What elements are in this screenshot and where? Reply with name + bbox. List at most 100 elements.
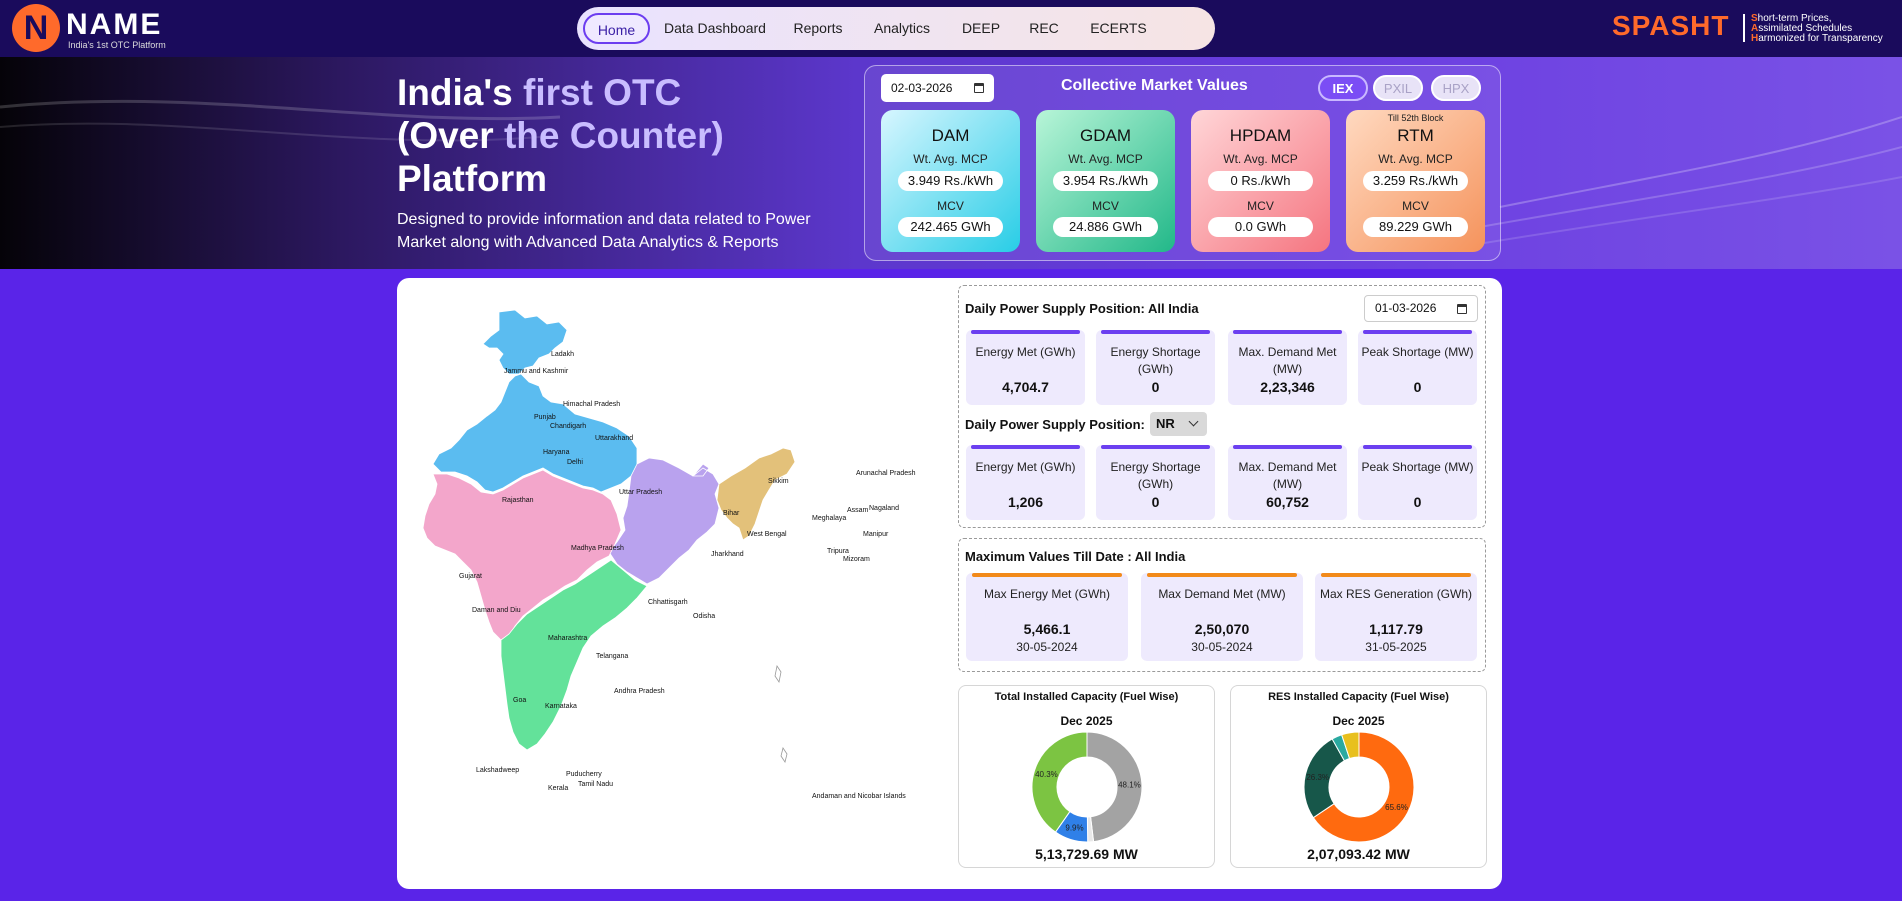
mcp-value: 3.949 Rs./kWh: [898, 171, 1003, 191]
donut-slice-label: 9.9%: [1065, 824, 1083, 833]
map-region-north[interactable]: [432, 309, 638, 493]
donut-slice-label: 48.1%: [1118, 780, 1141, 789]
stat-region-energy-shortage: Energy Shortage (GWh) 0: [1096, 445, 1215, 520]
map-label-assam: Assam: [847, 507, 869, 514]
map-label-madhya-pradesh: Madhya Pradesh: [571, 545, 624, 552]
map-region-west[interactable]: [422, 469, 622, 641]
map-label-nagaland: Nagaland: [869, 505, 899, 512]
map-label-lakshadweep: Lakshadweep: [476, 767, 519, 774]
map-label-uttar-pradesh: Uttar Pradesh: [619, 489, 662, 496]
map-label-himachal-pradesh: Himachal Pradesh: [563, 401, 620, 408]
map-label-telangana: Telangana: [596, 653, 628, 660]
exchange-iex-button[interactable]: IEX: [1318, 75, 1368, 101]
map-label-punjab: Punjab: [534, 414, 556, 421]
map-label-puducherry: Puducherry: [566, 771, 602, 778]
brand-logo-icon[interactable]: N: [12, 4, 60, 52]
map-label-goa: Goa: [513, 697, 526, 704]
nav-data-dashboard[interactable]: Data Dashboard: [664, 20, 766, 36]
map-label-kerala: Kerala: [548, 785, 568, 792]
donut-slice[interactable]: [1031, 732, 1088, 833]
market-card-gdam[interactable]: GDAM Wt. Avg. MCP 3.954 Rs./kWh MCV 24.8…: [1036, 110, 1175, 252]
calendar-icon[interactable]: [974, 83, 984, 93]
total-capacity-chart-card: Total Installed Capacity (Fuel Wise) Dec…: [958, 685, 1215, 868]
map-region-south[interactable]: [500, 559, 648, 751]
daily-region-title: Daily Power Supply Position:: [965, 417, 1145, 432]
map-label-andaman-nicobar: Andaman and Nicobar Islands: [812, 793, 906, 800]
market-card-dam[interactable]: DAM Wt. Avg. MCP 3.949 Rs./kWh MCV 242.4…: [881, 110, 1020, 252]
mcv-value: 242.465 GWh: [898, 217, 1003, 237]
map-label-delhi: Delhi: [567, 459, 583, 466]
donut-slice[interactable]: [1312, 732, 1415, 842]
daily-all-india-title: Daily Power Supply Position: All India: [965, 301, 1199, 316]
chart-subtitle: Dec 2025: [1332, 714, 1385, 728]
map-label-daman-diu: Daman and Diu: [472, 607, 521, 614]
stat-region-energy-met: Energy Met (GWh) 1,206: [966, 445, 1085, 520]
map-label-odisha: Odisha: [693, 613, 715, 620]
map-label-arunachal-pradesh: Arunachal Pradesh: [856, 470, 916, 477]
stat-max-demand-met: Max. Demand Met (MW) 2,23,346: [1228, 330, 1347, 405]
market-panel-title: Collective Market Values: [1061, 77, 1248, 94]
max-values-title: Maximum Values Till Date : All India: [965, 549, 1186, 564]
rtm-block-note: Till 52th Block: [1387, 113, 1444, 123]
chart-total: 2,07,093.42 MW: [1307, 846, 1410, 862]
map-label-haryana: Haryana: [543, 449, 570, 456]
max-values-section: [958, 538, 1486, 672]
map-label-andhra-pradesh: Andhra Pradesh: [614, 688, 665, 695]
calendar-icon[interactable]: [1457, 304, 1467, 314]
spasht-tagline: Short-term Prices, Assimilated Schedules…: [1751, 13, 1883, 44]
max-demand-met-card: Max Demand Met (MW) 2,50,070 30-05-2024: [1141, 573, 1303, 661]
nav-reports[interactable]: Reports: [793, 20, 843, 36]
spasht-divider: [1743, 14, 1745, 42]
map-label-manipur: Manipur: [863, 531, 889, 538]
mcv-value: 89.229 GWh: [1363, 217, 1468, 237]
nav-analytics[interactable]: Analytics: [873, 20, 931, 36]
map-region-east[interactable]: [608, 457, 720, 585]
map-label-maharashtra: Maharashtra: [548, 635, 587, 642]
spasht-logo[interactable]: SPASHT: [1612, 10, 1730, 41]
market-card-hpdam[interactable]: HPDAM Wt. Avg. MCP 0 Rs./kWh MCV 0.0 GWh: [1191, 110, 1330, 252]
res-capacity-donut[interactable]: 65.6% 26.3%: [1299, 732, 1419, 842]
chart-total: 5,13,729.69 MW: [1035, 846, 1138, 862]
nav-ecerts[interactable]: ECERTS: [1090, 20, 1147, 36]
chart-title: RES Installed Capacity (Fuel Wise): [1268, 691, 1449, 703]
donut-slice[interactable]: [1086, 732, 1143, 842]
stat-energy-met: Energy Met (GWh) 4,704.7: [966, 330, 1085, 405]
region-select[interactable]: NR: [1150, 412, 1207, 436]
nav-deep[interactable]: DEEP: [961, 20, 1001, 36]
map-label-tamil-nadu: Tamil Nadu: [578, 781, 613, 788]
mcv-value: 24.886 GWh: [1053, 217, 1158, 237]
donut-slice-label: 26.3%: [1306, 773, 1329, 782]
stat-region-max-demand-met: Max. Demand Met (MW) 60,752: [1228, 445, 1347, 520]
market-date-input[interactable]: 02-03-2026: [881, 74, 994, 102]
nav-home[interactable]: Home: [583, 13, 650, 44]
mcp-value: 0 Rs./kWh: [1208, 171, 1313, 191]
map-label-chhattisgarh: Chhattisgarh: [648, 599, 688, 606]
max-energy-met-card: Max Energy Met (GWh) 5,466.1 30-05-2024: [966, 573, 1128, 661]
map-label-mizoram: Mizoram: [843, 556, 870, 563]
max-res-generation-card: Max RES Generation (GWh) 1,117.79 31-05-20…: [1315, 573, 1477, 661]
exchange-hpx-button[interactable]: HPX: [1431, 75, 1481, 101]
mcv-value: 0.0 GWh: [1208, 217, 1313, 237]
brand-name[interactable]: NAME: [66, 8, 163, 41]
total-capacity-donut[interactable]: 48.1% 9.9% 40.3%: [1027, 732, 1147, 842]
mcp-value: 3.259 Rs./kWh: [1363, 171, 1468, 191]
map-label-uttarakhand: Uttarakhand: [595, 435, 633, 442]
map-label-chandigarh: Chandigarh: [550, 423, 586, 430]
stat-region-peak-shortage: Peak Shortage (MW) 0: [1358, 445, 1477, 520]
map-label-meghalaya: Meghalaya: [812, 515, 846, 522]
map-label-west-bengal: West Bengal: [747, 531, 787, 538]
map-label-karnataka: Karnataka: [545, 703, 577, 710]
map-label-rajasthan: Rajasthan: [502, 497, 534, 504]
exchange-pxil-button[interactable]: PXIL: [1373, 75, 1423, 101]
donut-slice[interactable]: [1341, 732, 1360, 760]
map-label-gujarat: Gujarat: [459, 573, 482, 580]
map-region-northeast[interactable]: [716, 447, 796, 541]
daily-date-input[interactable]: 01-03-2026: [1364, 295, 1478, 322]
nav-rec[interactable]: REC: [1029, 20, 1059, 36]
mcp-value: 3.954 Rs./kWh: [1053, 171, 1158, 191]
chart-title: Total Installed Capacity (Fuel Wise): [994, 691, 1179, 703]
market-card-rtm[interactable]: Till 52th Block RTM Wt. Avg. MCP 3.259 R…: [1346, 110, 1485, 252]
map-label-sikkim: Sikkim: [768, 478, 789, 485]
donut-slice-label: 40.3%: [1035, 770, 1058, 779]
india-map[interactable]: Ladakh Jammu and Kashmir Himachal Prades…: [397, 278, 957, 889]
